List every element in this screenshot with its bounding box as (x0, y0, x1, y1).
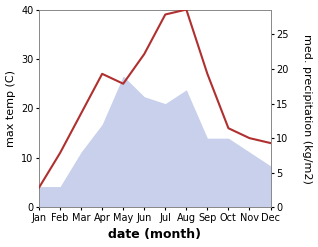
Y-axis label: med. precipitation (kg/m2): med. precipitation (kg/m2) (302, 34, 313, 183)
X-axis label: date (month): date (month) (108, 228, 201, 242)
Y-axis label: max temp (C): max temp (C) (5, 70, 16, 147)
